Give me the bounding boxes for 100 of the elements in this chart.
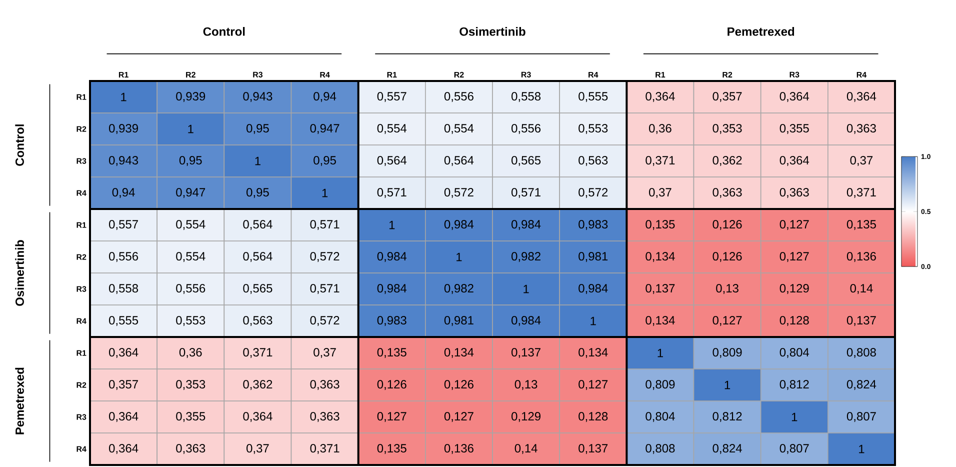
data-label: 0,563 — [578, 156, 608, 166]
data-label: 0,564 — [444, 156, 474, 166]
data-label: 0,14 — [850, 284, 873, 294]
data-label: 0,571 — [377, 188, 406, 198]
data-label: 0,364 — [780, 156, 810, 166]
data-label: 0,563 — [243, 316, 272, 326]
data-label: 0,565 — [512, 156, 541, 166]
data-label: 0,984 — [377, 284, 407, 294]
data-label: 0,128 — [578, 412, 608, 422]
x-tick-label: R4 — [856, 72, 867, 78]
data-label: 0,36 — [179, 348, 202, 358]
data-label: 0,572 — [444, 188, 474, 198]
data-label: 0,565 — [243, 284, 272, 294]
data-label: 0,809 — [646, 380, 675, 390]
data-label: 0,137 — [578, 444, 608, 454]
data-label: 0,804 — [780, 348, 810, 358]
data-label: 0,812 — [712, 412, 742, 422]
data-label: 0,126 — [377, 380, 406, 390]
data-label: 0,556 — [512, 124, 541, 134]
data-label: 0,13 — [514, 380, 538, 390]
x-tick-label: R3 — [521, 72, 531, 78]
data-label: 0,363 — [310, 412, 340, 422]
data-label: 0,364 — [780, 92, 810, 102]
data-label: 0,36 — [649, 124, 672, 134]
data-label: 0,364 — [109, 412, 138, 422]
data-label: 0,558 — [109, 284, 138, 294]
data-label: 0,564 — [377, 156, 407, 166]
data-label: 0,371 — [846, 188, 876, 198]
data-label: 1 — [658, 348, 663, 358]
data-label: 0,136 — [846, 252, 876, 262]
data-label: 0,571 — [310, 284, 340, 294]
text: Control — [15, 124, 24, 166]
data-label: 1 — [188, 124, 194, 134]
data-label: 0,363 — [176, 444, 206, 454]
data-label: 0,94 — [314, 92, 336, 102]
data-label: 0,554 — [444, 124, 474, 134]
data-label: 0,95 — [246, 124, 269, 134]
data-label: 0,824 — [712, 444, 742, 454]
data-label: 0,808 — [646, 444, 675, 454]
y-tick-label: R2 — [76, 126, 86, 132]
data-label: 0,984 — [444, 220, 474, 230]
data-label: 1 — [859, 444, 864, 454]
data-label: 0,363 — [846, 124, 876, 134]
data-label: 0,355 — [780, 124, 809, 134]
data-label: 0,134 — [444, 348, 474, 358]
data-label: 0,981 — [444, 316, 474, 326]
data-label: 0,127 — [444, 412, 474, 422]
data-label: 0,364 — [109, 348, 138, 358]
x-tick-label: R2 — [186, 72, 196, 78]
data-label: 1 — [456, 252, 462, 262]
data-label: 0,134 — [578, 348, 608, 358]
data-label: 0,555 — [578, 92, 608, 102]
data-label: 0,127 — [780, 220, 809, 230]
data-label: 0,572 — [310, 252, 340, 262]
data-label: 0,357 — [712, 92, 742, 102]
data-label: 0,363 — [310, 380, 340, 390]
data-label: 0,127 — [780, 252, 809, 262]
data-label: 0,128 — [780, 316, 809, 326]
data-label: 0,554 — [176, 252, 206, 262]
data-label: 0,126 — [444, 380, 474, 390]
y-tick-label: R2 — [76, 254, 86, 260]
data-label: 0,812 — [780, 380, 809, 390]
data-label: 0,37 — [314, 348, 336, 358]
y-tick-label: R2 — [76, 382, 86, 388]
text: Osimertinib — [460, 27, 526, 36]
data-label: 0,939 — [109, 124, 138, 134]
x-tick-label: R3 — [253, 72, 263, 78]
data-label: 0,571 — [310, 220, 340, 230]
data-label: 0,126 — [712, 220, 742, 230]
data-label: 0,353 — [712, 124, 742, 134]
x-tick-label: R3 — [790, 72, 800, 78]
data-label: 0,556 — [176, 284, 206, 294]
y-tick-label: R1 — [76, 222, 86, 228]
data-label: 1 — [255, 156, 260, 166]
data-label: 0,943 — [109, 156, 138, 166]
data-label: 1 — [524, 284, 529, 294]
data-label: 0,137 — [512, 348, 540, 358]
data-label: 0,557 — [377, 92, 406, 102]
data-label: 0,135 — [846, 220, 876, 230]
data-label: 0,134 — [646, 316, 675, 326]
data-label: 0,553 — [578, 124, 608, 134]
data-label: 0,362 — [243, 380, 272, 390]
y-tick-label: R3 — [76, 286, 86, 292]
data-label: 0,362 — [712, 156, 742, 166]
data-label: 1 — [792, 412, 798, 422]
data-label: 1 — [389, 220, 395, 230]
data-label: 0,555 — [109, 316, 138, 326]
data-label: 0,947 — [310, 124, 340, 134]
data-label: 0,126 — [712, 252, 742, 262]
data-label: 0,807 — [780, 444, 809, 454]
data-label: 0,984 — [512, 316, 541, 326]
data-label: 0,135 — [377, 348, 406, 358]
data-label: 0,364 — [846, 92, 876, 102]
data-label: 0,371 — [310, 444, 340, 454]
data-label: 0,13 — [716, 284, 738, 294]
y-tick-label: R4 — [76, 190, 86, 196]
y-tick-label: R1 — [76, 350, 86, 356]
data-label: 0,571 — [512, 188, 540, 198]
data-label: 0,355 — [176, 412, 206, 422]
data-label: 0,37 — [649, 188, 672, 198]
